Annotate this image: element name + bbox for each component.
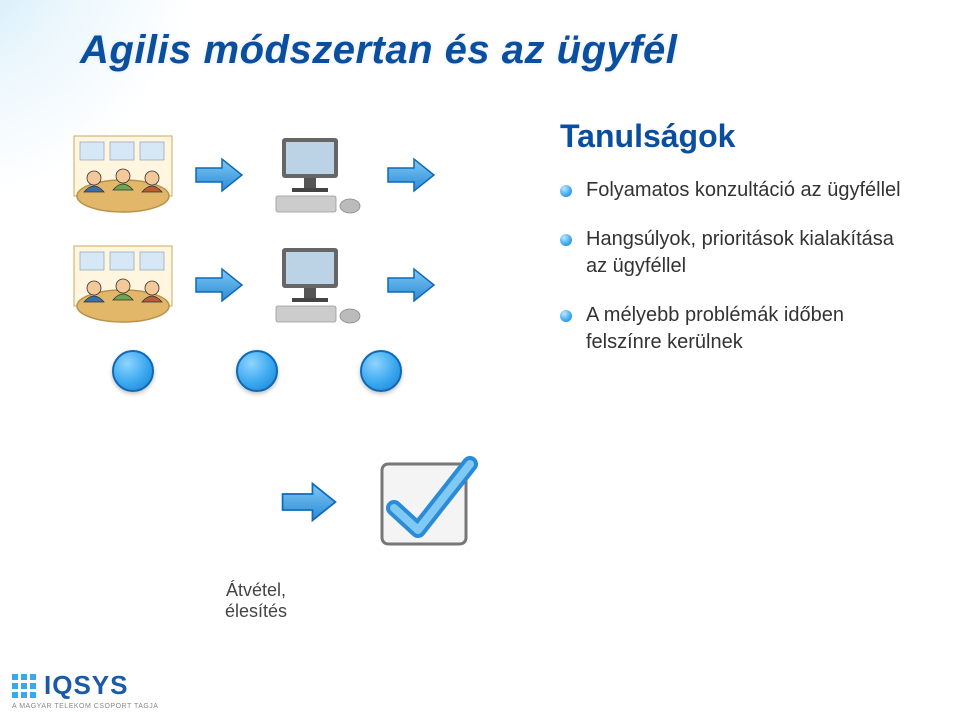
- arrow-icon: [386, 265, 436, 305]
- bullet-list: Folyamatos konzultáció az ügyféllel Hang…: [560, 177, 920, 356]
- meeting-icon: [70, 130, 176, 220]
- arrow-icon: [194, 155, 244, 195]
- company-logo: IQSYS A MAGYAR TELEKOM CSOPORT TAGJA: [12, 670, 192, 710]
- checkbox-icon: [370, 450, 482, 554]
- arrow-icon: [194, 265, 244, 305]
- step-circle: [360, 350, 402, 392]
- computer-icon: [262, 240, 368, 330]
- bullet-item: Hangsúlyok, prioritások kialakítása az ü…: [560, 226, 920, 280]
- logo-tagline: A MAGYAR TELEKOM CSOPORT TAGJA: [12, 703, 192, 710]
- logo-dots-icon: [12, 674, 36, 698]
- diagram-row-2: [70, 240, 530, 330]
- right-panel: Tanulságok Folyamatos konzultáció az ügy…: [560, 118, 920, 378]
- computer-icon: [262, 130, 368, 220]
- slide: Agilis módszertan és az ügyfél: [0, 0, 960, 720]
- meeting-icon: [70, 240, 176, 330]
- diagram-row-1: [70, 130, 530, 220]
- slide-title: Agilis módszertan és az ügyfél: [80, 28, 677, 73]
- bullet-item: A mélyebb problémák időben felszínre ker…: [560, 302, 920, 356]
- diagram-row-4: [70, 450, 530, 554]
- diagram-caption: Átvétel, élesítés: [196, 580, 316, 622]
- step-circle: [112, 350, 154, 392]
- arrow-icon: [280, 479, 338, 525]
- bullet-item: Folyamatos konzultáció az ügyféllel: [560, 177, 920, 204]
- subheading: Tanulságok: [560, 118, 920, 155]
- logo-name: IQSYS: [44, 670, 128, 701]
- arrow-icon: [386, 155, 436, 195]
- process-diagram: Átvétel, élesítés: [70, 120, 530, 640]
- diagram-row-3: [70, 350, 530, 392]
- step-circle: [236, 350, 278, 392]
